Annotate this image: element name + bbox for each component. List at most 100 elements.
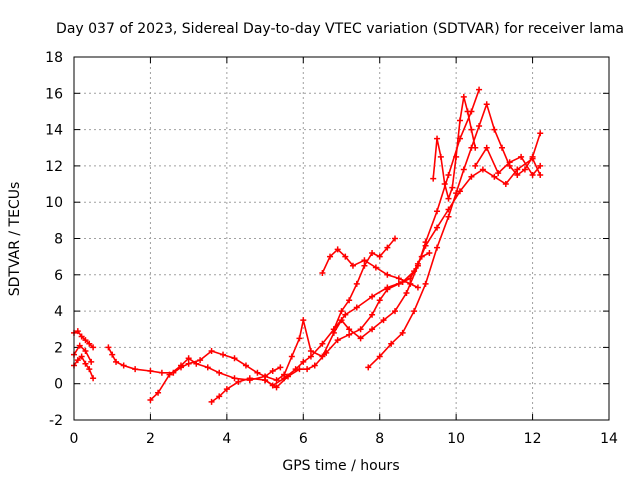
series-trace-13 [472, 144, 544, 178]
data-point [132, 366, 139, 373]
data-point [155, 389, 162, 396]
x-tick-label: 8 [375, 431, 384, 447]
data-point [483, 144, 490, 151]
data-point [147, 397, 154, 404]
data-point [395, 275, 402, 282]
series-trace-2 [71, 353, 97, 382]
data-point [273, 377, 280, 384]
data-point [479, 166, 486, 173]
data-point [472, 162, 479, 169]
data-point [109, 351, 116, 358]
data-point [147, 367, 154, 374]
data-point [262, 377, 269, 384]
data-point [372, 264, 379, 271]
data-point [349, 262, 356, 269]
data-point [334, 246, 341, 253]
data-point [86, 340, 93, 347]
data-point [491, 173, 498, 180]
data-point [185, 355, 192, 362]
data-point [449, 184, 456, 191]
y-axis-label: SDTVAR / TECUs [7, 182, 23, 297]
data-point [472, 144, 479, 151]
x-tick-label: 12 [524, 431, 542, 447]
data-point [483, 101, 490, 108]
data-point [311, 362, 318, 369]
data-point [376, 297, 383, 304]
data-point [514, 171, 521, 178]
data-point [307, 353, 314, 360]
data-point [476, 122, 483, 129]
data-point [319, 269, 326, 276]
data-point [453, 190, 460, 197]
data-series [71, 86, 544, 405]
data-point [353, 280, 360, 287]
data-point [269, 367, 276, 374]
plot-frame [73, 56, 610, 421]
data-point [338, 308, 345, 315]
y-tick-label: 8 [54, 232, 63, 248]
y-tick-label: 0 [54, 377, 63, 393]
data-point [434, 224, 441, 231]
y-tick-label: 12 [45, 159, 63, 175]
data-point [304, 366, 311, 373]
data-point [300, 358, 307, 365]
data-point [434, 208, 441, 215]
data-point [445, 213, 452, 220]
data-point [82, 337, 89, 344]
data-point [441, 181, 448, 188]
data-point [113, 358, 120, 365]
data-point [361, 262, 368, 269]
data-point [518, 153, 525, 160]
series-trace-12 [430, 93, 479, 202]
data-point [338, 317, 345, 324]
series-trace-10 [330, 235, 398, 333]
data-point [426, 250, 433, 257]
data-point [422, 239, 429, 246]
series-trace-8 [281, 86, 483, 378]
x-tick-label: 2 [146, 431, 155, 447]
y-tick-label: 6 [54, 268, 63, 284]
data-point [529, 153, 536, 160]
chart-title: Day 037 of 2023, Sidereal Day-to-day VTE… [56, 21, 624, 37]
data-point [468, 126, 475, 133]
data-point [430, 175, 437, 182]
data-point [529, 171, 536, 178]
data-point [296, 366, 303, 373]
data-point [82, 348, 89, 355]
data-point [476, 86, 483, 93]
data-point [456, 188, 463, 195]
data-point [178, 362, 184, 369]
data-point [445, 195, 452, 202]
data-point [357, 335, 364, 342]
data-point [319, 353, 326, 360]
data-point [82, 360, 89, 367]
x-tick-label: 14 [600, 431, 618, 447]
data-point [216, 369, 223, 376]
data-point [384, 286, 391, 293]
data-point [74, 357, 81, 364]
series-line [367, 103, 542, 369]
data-point [468, 173, 475, 180]
data-point [231, 355, 238, 362]
data-point [369, 311, 376, 318]
x-axis-label: GPS time / hours [282, 458, 399, 474]
data-point [90, 344, 97, 351]
data-point [495, 170, 502, 177]
data-point [342, 311, 349, 318]
data-point [514, 166, 521, 173]
data-point [246, 375, 253, 382]
gridlines [74, 57, 609, 420]
series-trace-9 [319, 246, 421, 291]
data-point [506, 159, 513, 166]
data-point [411, 308, 418, 315]
data-point [193, 360, 200, 367]
series-trace-11 [365, 101, 544, 371]
data-point [208, 398, 215, 405]
data-point [86, 366, 93, 373]
x-tick-labels: 0 2 4 6 8 10 12 14 [70, 431, 618, 447]
data-point [346, 297, 353, 304]
data-point [407, 280, 414, 287]
data-point [414, 284, 421, 291]
